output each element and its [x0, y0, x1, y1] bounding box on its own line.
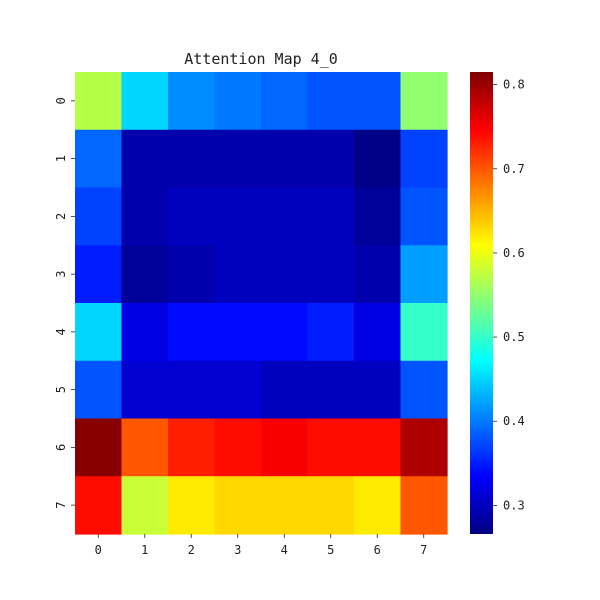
- heatmap-cell: [354, 360, 402, 420]
- heatmap-cell: [307, 418, 355, 477]
- heatmap-cell: [261, 245, 309, 304]
- heatmap-cell: [168, 418, 216, 477]
- colorbar-tick-label: 0.6: [503, 246, 525, 260]
- heatmap-cell: [214, 72, 262, 131]
- y-tick-label: 2: [54, 213, 68, 220]
- y-tick-label: 4: [54, 328, 68, 335]
- heatmap-cell: [400, 418, 448, 477]
- x-tick-label: 4: [281, 543, 288, 557]
- heatmap-cell: [121, 245, 169, 304]
- heatmap-cell: [214, 476, 262, 535]
- y-tick-label: 7: [54, 502, 68, 509]
- heatmap-cell: [121, 187, 169, 246]
- heatmap-cell: [121, 129, 169, 189]
- heatmap-cell: [354, 303, 402, 362]
- heatmap-cell: [121, 360, 169, 420]
- heatmap-cell: [214, 360, 262, 420]
- heatmap-cell: [261, 303, 309, 362]
- heatmap-cell: [400, 245, 448, 304]
- heatmap-cell: [400, 129, 448, 189]
- heatmap-cell: [75, 476, 123, 535]
- heatmap-cell: [121, 303, 169, 362]
- heatmap-cell: [354, 418, 402, 477]
- heatmap-cell: [168, 72, 216, 131]
- heatmap-cell: [121, 476, 169, 535]
- y-tick-label: 5: [54, 386, 68, 393]
- colorbar: [470, 72, 493, 534]
- x-tick-label: 5: [327, 543, 334, 557]
- heatmap-cell: [214, 187, 262, 246]
- heatmap-cell: [261, 476, 309, 535]
- x-tick-label: 6: [374, 543, 381, 557]
- heatmap-cell: [214, 418, 262, 477]
- heatmap-cell: [75, 245, 123, 304]
- y-tick-label: 3: [54, 271, 68, 278]
- heatmap-cell: [121, 418, 169, 477]
- heatmap-cell: [400, 187, 448, 246]
- heatmap-cell: [400, 72, 448, 131]
- heatmap-cell: [168, 303, 216, 362]
- heatmap-cell: [75, 418, 123, 477]
- y-tick-label: 1: [54, 155, 68, 162]
- colorbar-tick-label: 0.8: [503, 78, 525, 92]
- heatmap-cell: [354, 245, 402, 304]
- x-tick-label: 3: [234, 543, 241, 557]
- heatmap-cell: [214, 303, 262, 362]
- heatmap-cell: [261, 360, 309, 420]
- heatmap-cell: [214, 245, 262, 304]
- heatmap-cell: [307, 72, 355, 131]
- heatmap-cell: [214, 129, 262, 189]
- heatmap-cell: [75, 303, 123, 362]
- x-tick-label: 7: [420, 543, 427, 557]
- heatmap-cell: [354, 476, 402, 535]
- x-tick-label: 0: [95, 543, 102, 557]
- heatmap-cell: [261, 418, 309, 477]
- heatmap-cell: [307, 303, 355, 362]
- heatmap-cell: [354, 72, 402, 131]
- colorbar-tick-label: 0.7: [503, 162, 525, 176]
- x-tick-label: 1: [141, 543, 148, 557]
- y-tick-label: 6: [54, 444, 68, 451]
- y-tick-label: 0: [54, 97, 68, 104]
- heatmap-cell: [261, 129, 309, 189]
- heatmap-cell: [75, 187, 123, 246]
- heatmap-cell: [307, 129, 355, 189]
- heatmap-cell: [307, 360, 355, 420]
- chart-title: Attention Map 4_0: [184, 50, 338, 68]
- heatmap-cell: [261, 187, 309, 246]
- y-axis-ticks: 0 1 2 3 4 5 6 7: [54, 97, 75, 509]
- heatmap-cell: [168, 360, 216, 420]
- heatmap-cell: [354, 129, 402, 189]
- heatmap-cell: [400, 303, 448, 362]
- heatmap-cell: [307, 476, 355, 535]
- heatmap-cells: [75, 72, 448, 535]
- x-axis-ticks: 0 1 2 3 4 5 6 7: [95, 534, 427, 557]
- heatmap-cell: [168, 245, 216, 304]
- heatmap-cell: [261, 72, 309, 131]
- heatmap-cell: [75, 129, 123, 189]
- heatmap-cell: [168, 129, 216, 189]
- heatmap-cell: [400, 476, 448, 535]
- heatmap-cell: [121, 72, 169, 131]
- heatmap-cell: [168, 476, 216, 535]
- heatmap-cell: [307, 187, 355, 246]
- heatmap-cell: [75, 72, 123, 131]
- colorbar-tick-label: 0.5: [503, 330, 525, 344]
- colorbar-ticks: 0.3 0.4 0.5 0.6 0.7 0.8: [493, 78, 525, 512]
- colorbar-tick-label: 0.3: [503, 498, 525, 512]
- heatmap-cell: [75, 360, 123, 420]
- heatmap-cell: [400, 360, 448, 420]
- colorbar-tick-label: 0.4: [503, 414, 525, 428]
- x-tick-label: 2: [188, 543, 195, 557]
- heatmap-cell: [307, 245, 355, 304]
- heatmap-cell: [168, 187, 216, 246]
- heatmap-cell: [354, 187, 402, 246]
